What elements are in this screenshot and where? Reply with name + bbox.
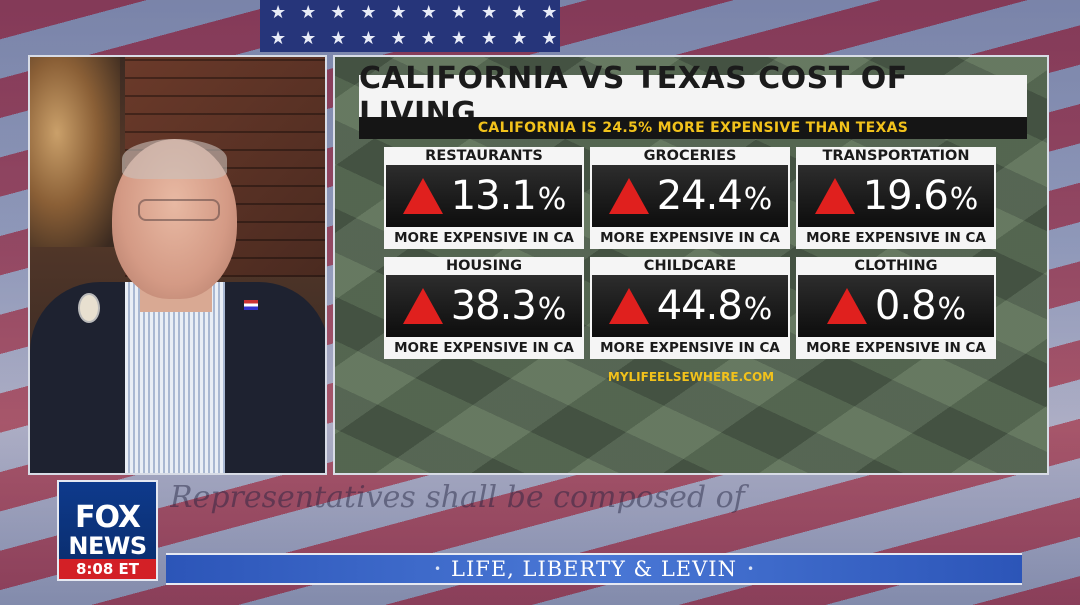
constitution-script-decoration: Representatives shall be composed of [170, 480, 745, 515]
percent-sign: % [537, 292, 566, 327]
flag-pin-icon [244, 300, 258, 310]
stat-category: RESTAURANTS [425, 148, 543, 164]
stat-card-restaurants: RESTAURANTS 13.1% MORE EXPENSIVE IN CA [384, 147, 584, 249]
dot-icon: • [433, 562, 442, 576]
stat-note: MORE EXPENSIVE IN CA [600, 230, 780, 246]
stat-value-box: 44.8% [592, 275, 788, 337]
graphic-title-box: CALIFORNIA VS TEXAS COST OF LIVING [359, 61, 1027, 131]
stat-value-box: 24.4% [592, 165, 788, 227]
stat-note: MORE EXPENSIVE IN CA [806, 230, 986, 246]
stat-percentage: 0.8% [874, 283, 966, 329]
graphic-subtitle: CALIFORNIA IS 24.5% MORE EXPENSIVE THAN … [477, 120, 909, 136]
stat-card-clothing: CLOTHING 0.8% MORE EXPENSIVE IN CA [796, 257, 996, 359]
logo-news-text: NEWS [68, 532, 147, 560]
stat-category: HOUSING [445, 258, 523, 274]
red-up-triangle-icon [402, 288, 443, 324]
stat-note: MORE EXPENSIVE IN CA [600, 340, 780, 356]
stat-value-box: 0.8% [798, 275, 994, 337]
red-up-triangle-icon [608, 178, 649, 214]
stat-value: 24.4 [656, 173, 743, 219]
lapel-pin-icon [78, 293, 100, 323]
stat-category: CLOTHING [854, 258, 938, 274]
graphic-subtitle-bar: CALIFORNIA IS 24.5% MORE EXPENSIVE THAN … [359, 117, 1027, 139]
stat-category: TRANSPORTATION [822, 148, 970, 164]
stat-card-transportation: TRANSPORTATION 19.6% MORE EXPENSIVE IN C… [796, 147, 996, 249]
stat-value: 13.1 [450, 173, 537, 219]
stat-note: MORE EXPENSIVE IN CA [394, 230, 574, 246]
stat-note: MORE EXPENSIVE IN CA [806, 340, 986, 356]
stat-value-box: 13.1% [386, 165, 582, 227]
red-up-triangle-icon [826, 288, 867, 324]
host-hair [122, 139, 227, 179]
stat-card-housing: HOUSING 38.3% MORE EXPENSIVE IN CA [384, 257, 584, 359]
time-display: 8:08 ET [59, 559, 156, 579]
stat-value: 0.8 [874, 283, 937, 329]
stat-percentage: 19.6% [862, 173, 979, 219]
stat-percentage: 38.3% [450, 283, 567, 329]
red-up-triangle-icon [814, 178, 855, 214]
show-name-bar: • LIFE, LIBERTY & LEVIN • [166, 553, 1022, 585]
stat-category: CHILDCARE [643, 258, 737, 274]
red-up-triangle-icon [402, 178, 443, 214]
stat-percentage: 24.4% [656, 173, 773, 219]
stat-value: 19.6 [862, 173, 949, 219]
stat-percentage: 13.1% [450, 173, 567, 219]
stat-value: 38.3 [450, 283, 537, 329]
red-up-triangle-icon [608, 288, 649, 324]
show-name: LIFE, LIBERTY & LEVIN [451, 557, 737, 581]
host-video-panel [28, 55, 327, 475]
logo-fox-text: FOX [74, 500, 141, 535]
flag-stars-decoration: ★★★★★★★★★★★★ ★★★★★★★★★★★ [260, 0, 560, 52]
stat-card-groceries: GROCERIES 24.4% MORE EXPENSIVE IN CA [590, 147, 790, 249]
source-url: MYLIFEELSEWHERE.COM [607, 370, 775, 384]
percent-sign: % [743, 182, 772, 217]
stat-value-box: 38.3% [386, 275, 582, 337]
stat-card-childcare: CHILDCARE 44.8% MORE EXPENSIVE IN CA [590, 257, 790, 359]
host-shirt [125, 282, 225, 473]
percent-sign: % [937, 292, 966, 327]
stat-percentage: 44.8% [656, 283, 773, 329]
stat-value-box: 19.6% [798, 165, 994, 227]
stat-note: MORE EXPENSIVE IN CA [394, 340, 574, 356]
stat-category: GROCERIES [643, 148, 737, 164]
stat-value: 44.8 [656, 283, 743, 329]
lamp-light [30, 57, 120, 247]
percent-sign: % [949, 182, 978, 217]
percent-sign: % [743, 292, 772, 327]
fox-news-logo: FOX NEWS 8:08 ET [57, 480, 158, 581]
dot-icon: • [746, 562, 755, 576]
host-glasses [138, 199, 220, 221]
cost-of-living-graphic: CALIFORNIA VS TEXAS COST OF LIVING CALIF… [333, 55, 1049, 475]
percent-sign: % [537, 182, 566, 217]
